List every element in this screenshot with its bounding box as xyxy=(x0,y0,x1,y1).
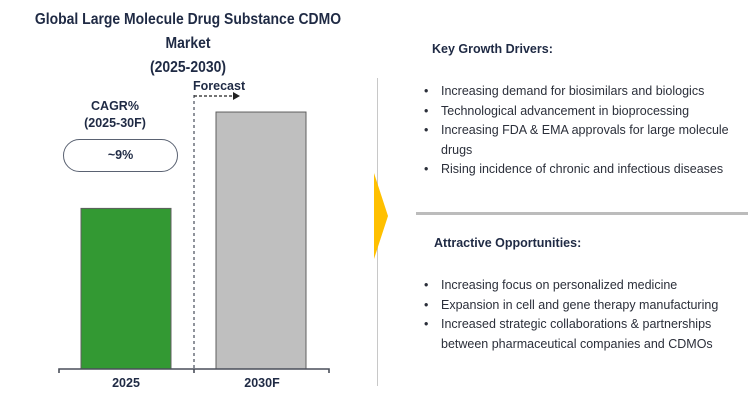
bullet-icon: • xyxy=(424,317,429,331)
bar-chart xyxy=(58,92,330,373)
list-item: • Increasing FDA & EMA approvals for larg… xyxy=(424,121,750,160)
cagr-label-line1: CAGR% xyxy=(91,99,139,113)
list-item-text: Increased strategic collaborations & par… xyxy=(441,317,713,351)
cagr-value-badge: ~9% xyxy=(63,139,178,172)
bullet-icon: • xyxy=(424,297,429,312)
growth-drivers-list: • Increasing demand for biosimilars and b… xyxy=(424,82,750,180)
bars-group xyxy=(80,111,307,370)
list-item-text: Rising incidence of chronic and infectio… xyxy=(441,162,724,176)
cagr-label-line2: (2025-30F) xyxy=(84,116,146,130)
bullet-icon: • xyxy=(424,84,429,98)
chart-subtitle: (2025-2030) xyxy=(149,59,226,76)
list-item: • Rising incidence of chronic and infecti… xyxy=(424,160,750,180)
list-item-text: Increasing FDA & EMA approvals for large… xyxy=(441,123,729,157)
list-item: • Expansion in cell and gene therapy manu… xyxy=(424,296,750,316)
list-item: • Increasing focus on personalized medici… xyxy=(424,276,750,296)
list-item: • Technological advancement in bioprocess… xyxy=(424,102,750,122)
chart-title: Global Large Molecule Drug Substance CDM… xyxy=(19,8,357,80)
forecast-arrow-head-icon xyxy=(233,92,240,100)
bullet-icon: • xyxy=(424,103,429,118)
opportunities-heading: Attractive Opportunities: xyxy=(434,236,582,250)
bullet-icon: • xyxy=(424,123,429,137)
forecast-label: Forecast xyxy=(193,79,246,93)
opportunities-list: • Increasing focus on personalized medici… xyxy=(424,276,750,354)
list-item-text: Increasing demand for biosimilars and bi… xyxy=(441,84,705,98)
growth-drivers-heading: Key Growth Drivers: xyxy=(432,42,553,56)
list-item-text: Expansion in cell and gene therapy manuf… xyxy=(441,297,719,312)
bar-2030f xyxy=(215,111,307,370)
x-tick-label-2025: 2025 xyxy=(112,376,140,390)
chevron-right-icon xyxy=(374,173,388,259)
chart-title-line1: Global Large Molecule Drug Substance CDM… xyxy=(34,11,342,52)
x-tick-label-2030f: 2030F xyxy=(244,376,280,390)
bullet-icon: • xyxy=(424,162,429,176)
list-item-text: Technological advancement in bioprocessi… xyxy=(441,103,690,118)
cagr-label: CAGR% (2025-30F) xyxy=(60,98,170,132)
list-item: • Increased strategic collaborations & pa… xyxy=(424,315,750,354)
list-item: • Increasing demand for biosimilars and b… xyxy=(424,82,750,102)
list-item-text: Increasing focus on personalized medicin… xyxy=(441,278,678,292)
bullet-icon: • xyxy=(424,278,429,292)
bar-2025 xyxy=(80,207,172,370)
section-divider xyxy=(416,212,748,215)
